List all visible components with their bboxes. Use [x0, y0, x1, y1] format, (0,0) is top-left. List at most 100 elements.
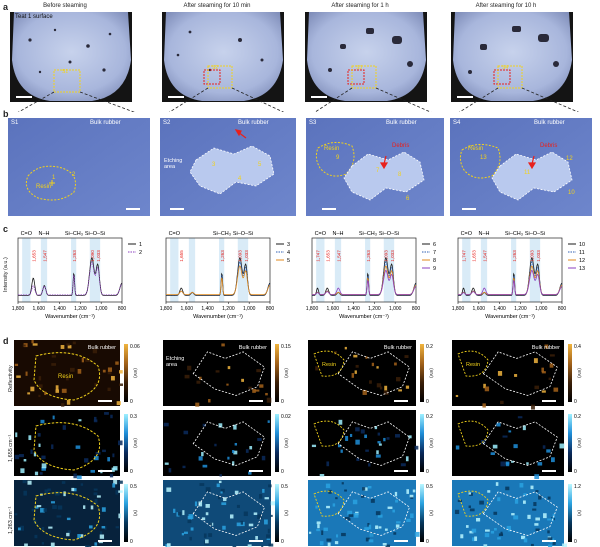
series-line-2 [18, 261, 123, 296]
map-pixel [362, 487, 366, 491]
map-pixel [506, 525, 511, 530]
map-pixel [344, 346, 347, 350]
b4-point-12: 12 [566, 156, 573, 162]
map-pixel [118, 480, 123, 484]
colorbar-max: 0.02 [281, 414, 291, 420]
peak-label: 1,033 [244, 250, 249, 262]
map-pixel [38, 376, 42, 381]
map-pixel [41, 455, 46, 460]
band-label-nh: N–H [478, 231, 489, 237]
map-pixel [184, 374, 190, 379]
map-pixel [104, 412, 109, 415]
map-pixel [118, 490, 123, 493]
map-pixel [205, 504, 210, 508]
series-line-11 [458, 261, 563, 296]
colorbar-unit: (mV) [429, 368, 434, 378]
map-pixel [347, 510, 353, 516]
map-pixel [544, 344, 549, 349]
map-pixel [257, 514, 263, 519]
map-pixel [404, 355, 409, 359]
map-pixel [14, 363, 19, 367]
map-pixel [221, 502, 227, 506]
colorbar-max: 0.2 [426, 344, 433, 350]
map-pixel [519, 483, 524, 488]
map-pixel [199, 483, 205, 486]
map-pixel [490, 530, 495, 534]
b4-point-13: 13 [480, 155, 487, 161]
colorbar-unit: (mV) [577, 438, 582, 448]
map-pixel [66, 517, 71, 521]
map-pixel [495, 482, 499, 486]
map-pixel [469, 530, 474, 534]
map-pixel [93, 416, 97, 422]
map-pixel [365, 537, 370, 542]
legend-label-7: 7 [433, 250, 436, 256]
map-pixel [233, 424, 237, 430]
map-r3-c3: 0.5 0 (V) [308, 480, 434, 547]
peak-label: 1,093 [384, 250, 389, 262]
map-pixel [474, 536, 478, 541]
map-pixel [254, 389, 260, 392]
map-pixel [514, 374, 518, 377]
colorbar [275, 344, 279, 402]
map-pixel [414, 445, 419, 450]
colorbar-max: 0.2 [574, 414, 581, 420]
map-pixel [233, 450, 238, 455]
map-pixel [270, 514, 273, 517]
x-tick-label: 1,200 [74, 306, 87, 312]
colorbar-unit: (mV) [577, 368, 582, 378]
peak-label: 1,093 [530, 250, 535, 262]
colorbar-unit: (V) [429, 510, 434, 517]
map-pixel [43, 508, 47, 512]
map-pixel [109, 473, 114, 478]
map-pixel [340, 449, 343, 453]
b4-sample: S4 [453, 120, 461, 126]
map-resin-label: Resin [466, 362, 480, 368]
map-pixel [27, 392, 31, 395]
map-pixel [377, 514, 383, 518]
map-pixel [205, 512, 209, 516]
map-pixel [457, 499, 462, 503]
colorbar [124, 344, 128, 402]
scale-bar [542, 540, 556, 542]
b2-sample: S2 [163, 120, 171, 126]
map-pixel [497, 537, 501, 540]
map-pixel [355, 439, 360, 445]
colorbar-unit: (mV) [133, 438, 138, 448]
b1-point-1: 1 [52, 175, 56, 181]
colorbar-max: 0.5 [130, 484, 137, 490]
map-etch-label-2: area [166, 362, 178, 368]
colorbar-max: 0.15 [281, 344, 291, 350]
colorbar-max: 0.5 [426, 484, 433, 490]
map-pixel [93, 488, 98, 491]
map-pixel [110, 375, 115, 381]
map-etch-label: Etching [166, 356, 184, 362]
map-pixel [38, 384, 43, 388]
map-pixel [219, 474, 222, 477]
map-pixel [311, 444, 317, 448]
map-pixel [384, 528, 388, 531]
map-pixel [240, 520, 244, 525]
map-pixel [353, 512, 359, 518]
colorbar-min: 0 [130, 399, 133, 405]
map-pixel [215, 370, 220, 373]
colorbar-unit: (V) [577, 510, 582, 517]
map-pixel [522, 500, 526, 504]
map-pixel [327, 542, 331, 547]
b4-point-11: 11 [524, 170, 531, 176]
map-pixel [406, 518, 411, 522]
map-pixel [517, 416, 523, 419]
map-pixel [22, 344, 26, 347]
map-pixel [214, 443, 217, 447]
plot-frame [311, 237, 417, 303]
spectrum-panel-2: C=O Si–CH₃ Si–O–Si 1,800 1,600 1,400 1,200 1,00… [160, 231, 290, 320]
colorbar-min: 0 [281, 539, 284, 545]
teat-surface-label: Teat 1 surface [15, 14, 53, 20]
map-pixel [531, 404, 535, 410]
map-pixel [101, 525, 106, 529]
series-line-1 [18, 257, 123, 296]
map-pixel [377, 432, 381, 436]
map-pixel [523, 493, 527, 496]
map-pixel [338, 419, 343, 425]
map-pixel [38, 443, 41, 447]
